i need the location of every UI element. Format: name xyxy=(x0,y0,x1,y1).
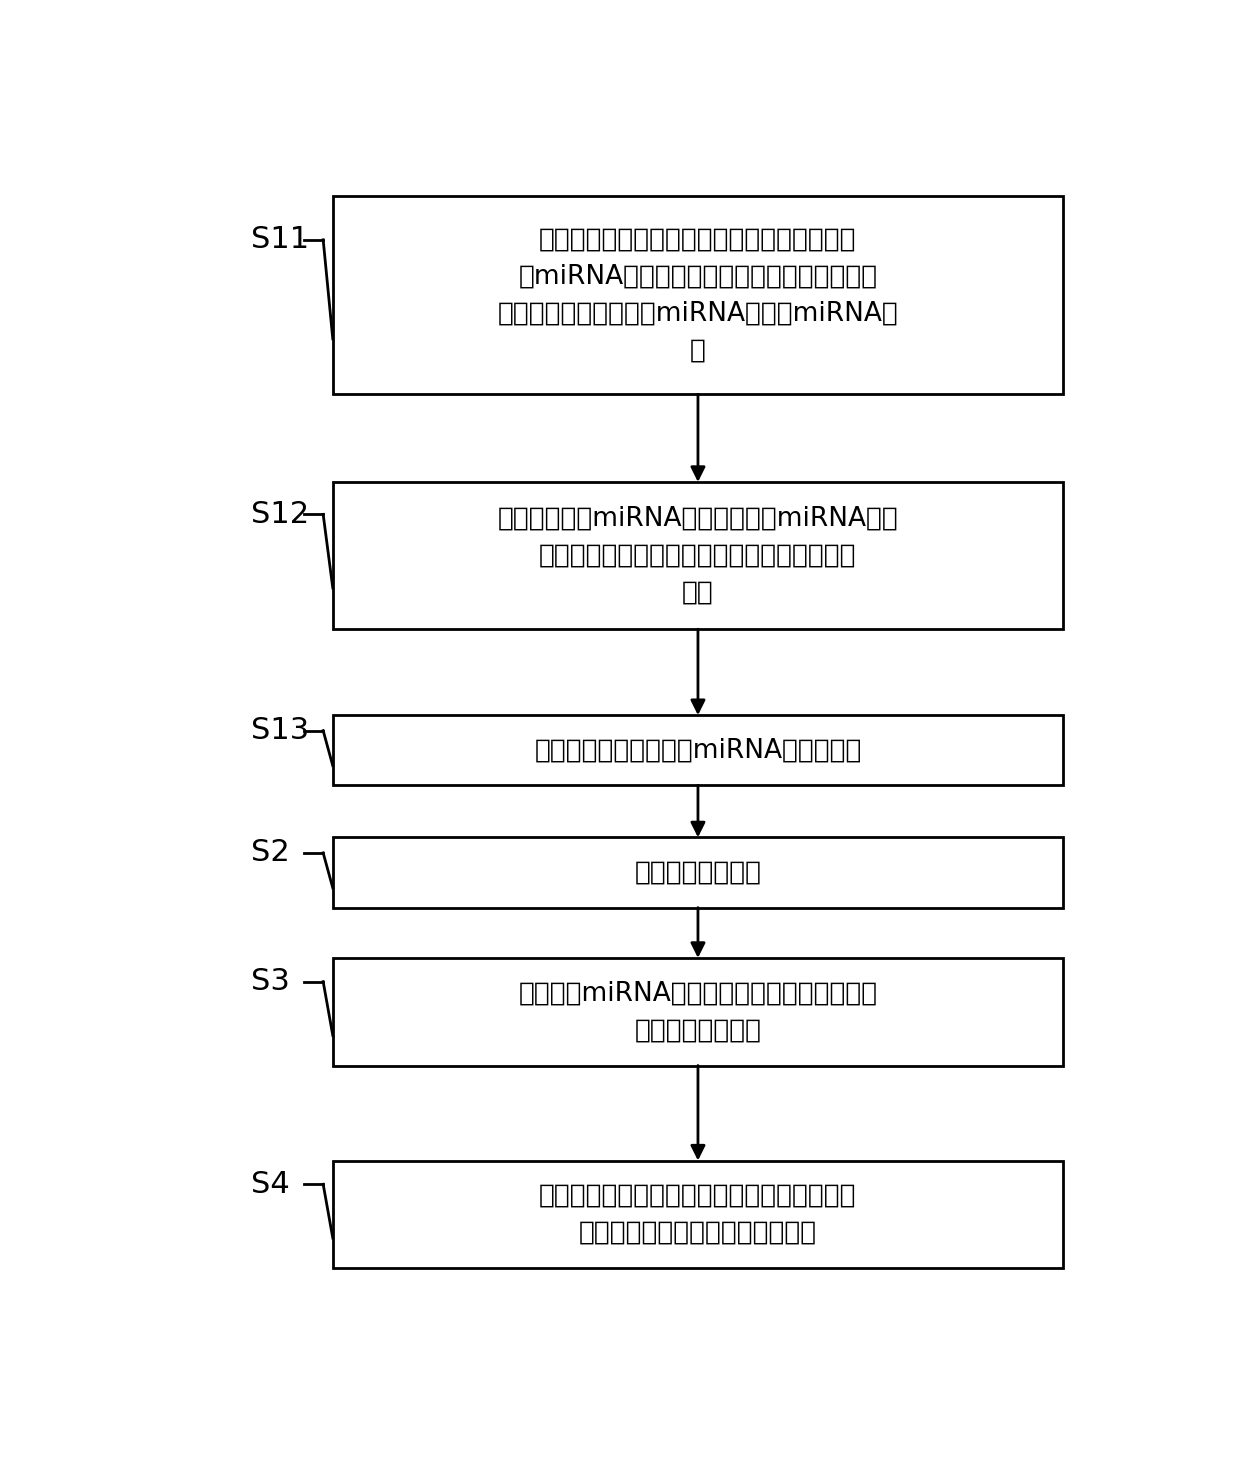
Text: S3: S3 xyxy=(250,967,290,997)
Text: S11: S11 xyxy=(250,225,309,254)
Bar xyxy=(332,196,1063,394)
Text: S13: S13 xyxy=(250,716,309,745)
Text: S12: S12 xyxy=(250,500,309,529)
Text: 计算所述miRNA功能类信息与所述疾病类别信
息之间的类间距离: 计算所述miRNA功能类信息与所述疾病类别信 息之间的类间距离 xyxy=(518,980,878,1044)
Bar xyxy=(332,1161,1063,1269)
Bar xyxy=(332,482,1063,629)
Text: 根据所述类间距离构建复合网络，并生成与所
述目标疾病相对应的疾病关系信息: 根据所述类间距离构建复合网络，并生成与所 述目标疾病相对应的疾病关系信息 xyxy=(539,1183,857,1247)
Text: 计算所述特征miRNA集合中的特征miRNA间的
序列相似性和靶基因集合的相似性，得出距离
矩阵: 计算所述特征miRNA集合中的特征miRNA间的 序列相似性和靶基因集合的相似性… xyxy=(497,506,898,606)
Bar xyxy=(332,716,1063,785)
Bar xyxy=(332,958,1063,1066)
Text: 计算患有目标疾病的患者和正常对照人群的每
个miRNA表达间的表达差异，并根据所述表达
差异筛选出包含有特征miRNA的特征miRNA集
合: 计算患有目标疾病的患者和正常对照人群的每 个miRNA表达间的表达差异，并根据所… xyxy=(497,226,898,363)
Text: S4: S4 xyxy=(250,1170,290,1198)
Bar xyxy=(332,838,1063,907)
Text: 根据所述距离矩阵构建miRNA功能类信息: 根据所述距离矩阵构建miRNA功能类信息 xyxy=(534,738,862,763)
Text: 获取疾病类别信息: 获取疾病类别信息 xyxy=(635,860,761,885)
Text: S2: S2 xyxy=(250,838,290,867)
